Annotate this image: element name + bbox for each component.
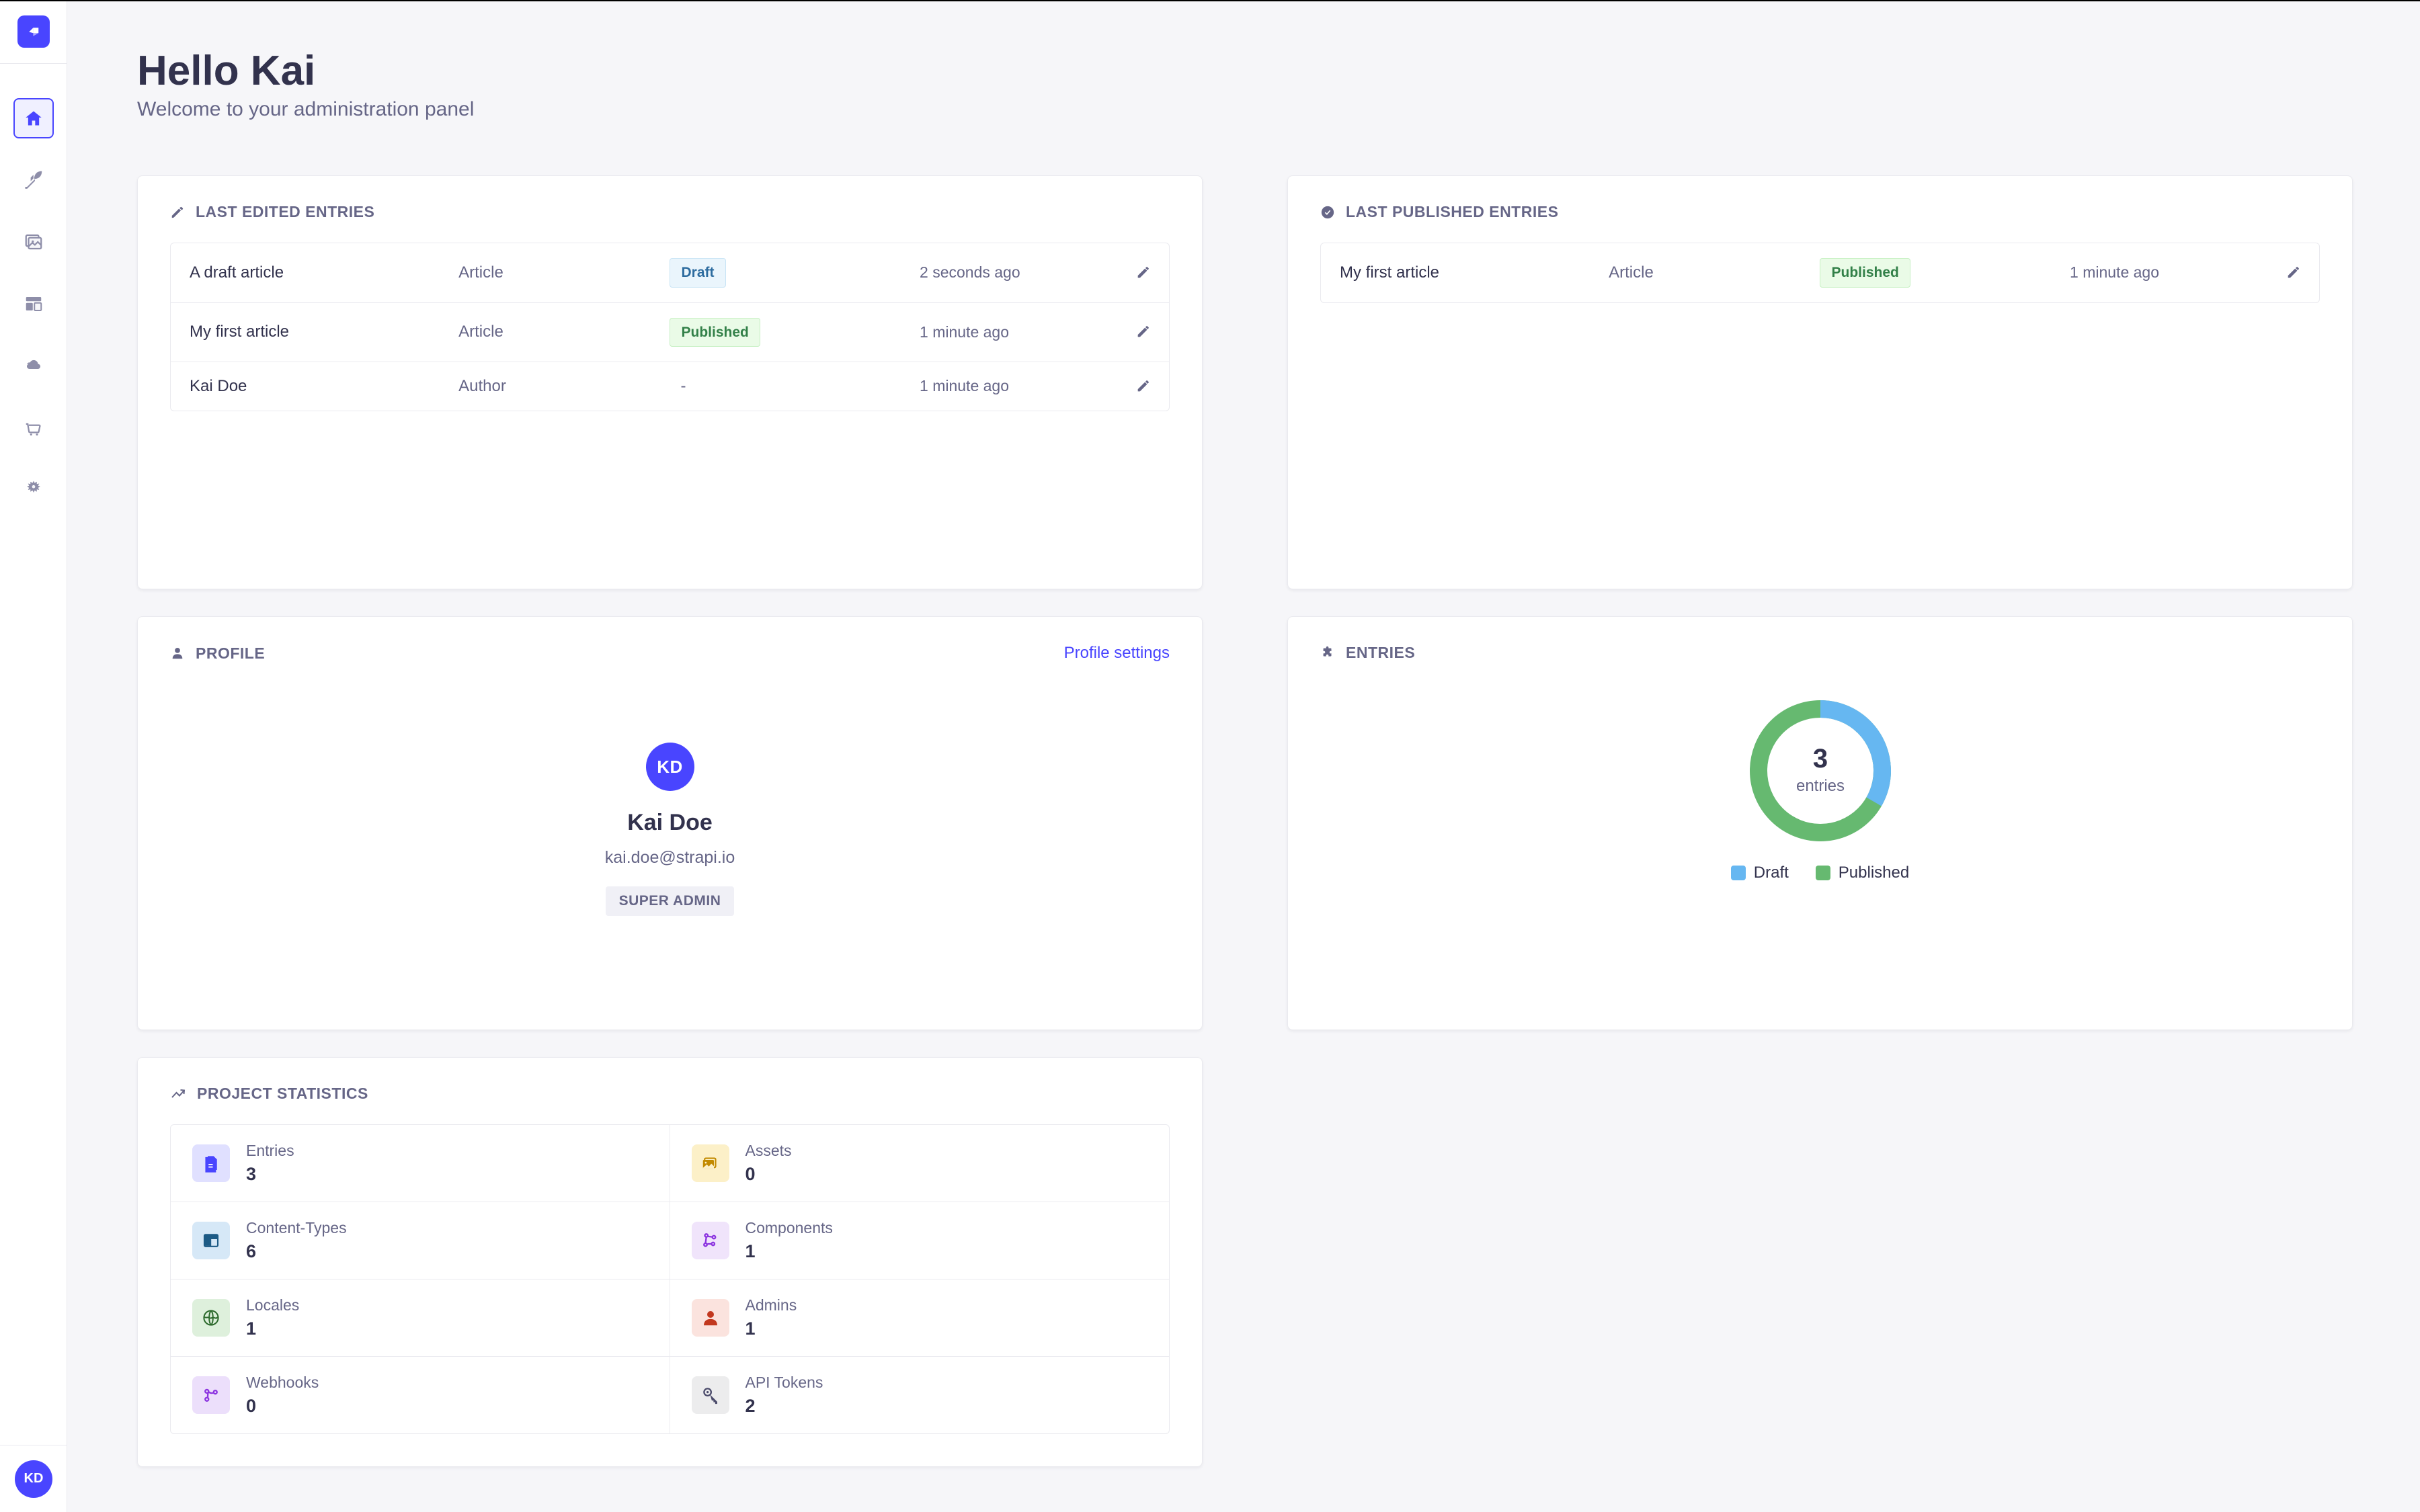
- svg-text:3: 3: [1812, 744, 1827, 773]
- svg-text:entries: entries: [1796, 777, 1844, 795]
